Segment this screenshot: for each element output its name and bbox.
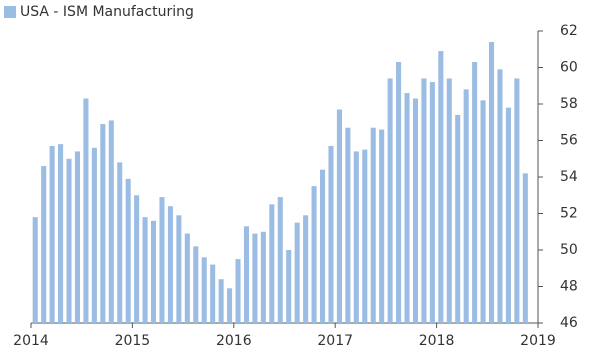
- bar: [32, 217, 38, 323]
- bar: [235, 259, 241, 323]
- bar: [362, 149, 368, 323]
- x-tick-label: 2015: [115, 333, 151, 349]
- bar: [176, 215, 182, 323]
- bar: [218, 279, 224, 323]
- bar: [167, 206, 173, 323]
- bar: [91, 147, 97, 323]
- bar: [227, 288, 233, 323]
- x-tick-label: 2019: [520, 333, 556, 349]
- bar: [328, 145, 334, 323]
- legend-swatch: [4, 6, 16, 18]
- bar: [488, 41, 495, 323]
- bar: [480, 100, 486, 323]
- y-tick-label: 52: [560, 206, 578, 222]
- legend-label: USA - ISM Manufacturing: [20, 4, 194, 20]
- y-tick-label: 60: [560, 60, 578, 76]
- bar: [286, 250, 292, 323]
- bar: [455, 114, 461, 323]
- y-tick-label: 62: [560, 23, 578, 39]
- bar: [150, 220, 157, 323]
- y-tick-label: 58: [560, 96, 578, 112]
- bar: [404, 93, 410, 323]
- bar: [142, 217, 148, 323]
- bar: [277, 197, 283, 323]
- bar: [311, 186, 317, 323]
- bar: [193, 246, 199, 323]
- bar: [387, 78, 393, 323]
- bar: [429, 82, 435, 323]
- bar: [303, 215, 309, 323]
- bar: [117, 162, 123, 323]
- bar: [412, 98, 419, 324]
- bar: [49, 145, 55, 323]
- bar: [336, 109, 342, 323]
- bar: [446, 78, 452, 323]
- bar: [370, 127, 376, 323]
- y-tick-label: 48: [560, 279, 578, 295]
- bar: [269, 204, 275, 323]
- y-tick-label: 50: [560, 242, 578, 258]
- bar: [497, 69, 503, 323]
- bar: [201, 257, 207, 323]
- x-tick-label: 2016: [216, 333, 252, 349]
- bar: [243, 226, 250, 323]
- bar: [134, 195, 140, 323]
- bar: [41, 166, 47, 323]
- bar: [74, 151, 81, 323]
- bar: [58, 144, 64, 323]
- bar: [396, 62, 402, 324]
- bar: [522, 173, 528, 323]
- y-tick-label: 54: [560, 169, 578, 185]
- bar: [108, 120, 114, 323]
- y-tick-label: 46: [560, 315, 578, 331]
- bar: [345, 127, 351, 323]
- bar: [379, 129, 385, 323]
- bar: [514, 78, 520, 323]
- bar: [294, 222, 300, 323]
- bar: [260, 231, 266, 323]
- bar: [159, 197, 165, 323]
- bar: [210, 264, 216, 323]
- bar: [83, 98, 89, 324]
- bar: [100, 124, 106, 323]
- bar: [252, 233, 258, 323]
- x-tick-label: 2018: [419, 333, 455, 349]
- y-tick-label: 56: [560, 133, 578, 149]
- bar: [463, 89, 469, 324]
- bar: [505, 107, 511, 324]
- bar: [421, 78, 427, 323]
- bar: [472, 62, 478, 324]
- x-tick-label: 2017: [317, 333, 353, 349]
- bar: [319, 169, 326, 323]
- bar: [353, 151, 359, 323]
- x-tick-label: 2014: [13, 333, 49, 349]
- bar: [125, 178, 131, 323]
- bar: [66, 158, 72, 323]
- bar: [184, 233, 190, 323]
- bar: [438, 51, 444, 323]
